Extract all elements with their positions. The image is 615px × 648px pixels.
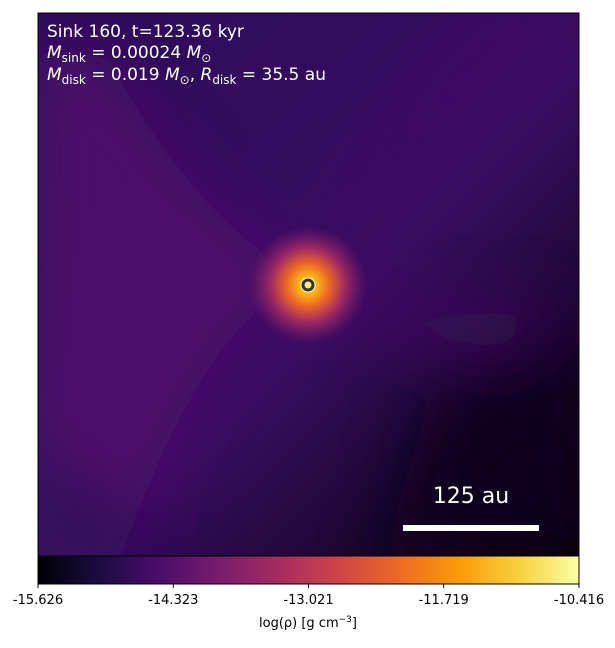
annotation-line: Sink 160, t=123.36 kyr [47, 22, 244, 42]
text: sink [62, 51, 86, 65]
colorbar-tick-label: -11.719 [419, 593, 469, 608]
colorbar-label: log(ρ) [g cm−3] [259, 615, 357, 631]
text: ⊙ [180, 73, 190, 87]
text: ⊙ [201, 51, 211, 65]
text: disk [62, 73, 86, 87]
text: disk [212, 73, 236, 87]
text: ] [352, 616, 357, 631]
text: log(ρ) [g cm [259, 616, 339, 631]
annotation-line: Msink = 0.00024 M⊙ [47, 43, 211, 65]
colorbar-tick-label: -13.021 [283, 593, 333, 608]
annotation-line: Mdisk = 0.019 M⊙, Rdisk = 35.5 au [47, 65, 326, 87]
scale-bar-label: 125 au [433, 484, 509, 509]
text: M [187, 43, 202, 63]
text: = 35.5 au [236, 65, 326, 85]
colorbar [37, 555, 580, 585]
text: −3 [339, 615, 352, 625]
text: M [165, 65, 180, 85]
scale-bar [403, 525, 539, 531]
text: , [190, 65, 201, 85]
density-map [38, 13, 579, 556]
text: R [201, 65, 213, 85]
text: M [47, 65, 62, 85]
text: M [47, 43, 62, 63]
text: = 0.019 [86, 65, 165, 85]
colorbar-tick-label: -10.416 [554, 593, 604, 608]
colorbar-tick-label: -14.323 [148, 593, 198, 608]
colorbar-tick-label: -15.626 [13, 593, 63, 608]
annotation: Sink 160, t=123.36 kyr Msink = 0.00024 M… [47, 22, 326, 87]
text: Sink 160, t=123.36 kyr [47, 22, 244, 42]
text: = 0.00024 [86, 43, 187, 63]
